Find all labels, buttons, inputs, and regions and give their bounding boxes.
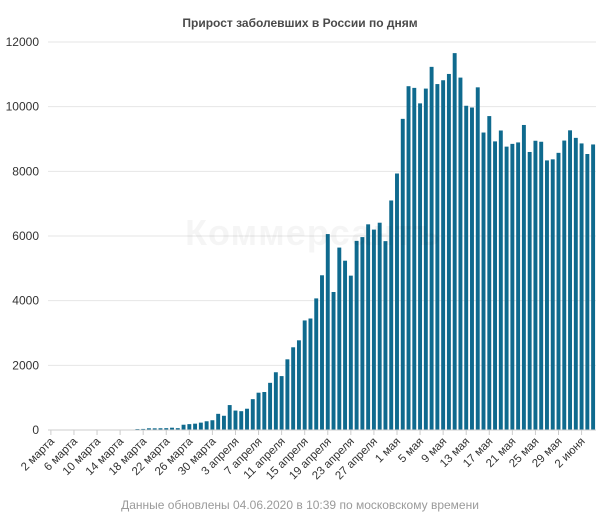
bar xyxy=(331,292,336,430)
bar xyxy=(418,103,423,431)
bar xyxy=(568,130,572,430)
footer-note: Данные обновлены 04.06.2020 в 10:39 по м… xyxy=(121,498,479,512)
bar xyxy=(498,130,503,430)
bar xyxy=(245,408,249,430)
bar xyxy=(268,382,273,430)
bar xyxy=(452,53,457,431)
bar xyxy=(573,137,578,430)
bar xyxy=(302,320,307,430)
bar xyxy=(446,73,451,430)
bar xyxy=(175,428,180,430)
bar xyxy=(516,142,521,430)
bar xyxy=(325,234,330,430)
bar xyxy=(210,420,215,430)
bar xyxy=(458,77,463,430)
bar xyxy=(337,247,342,430)
bar xyxy=(377,222,382,430)
bar xyxy=(585,154,590,430)
bar xyxy=(187,424,192,430)
bar xyxy=(198,422,203,430)
bar xyxy=(221,415,226,430)
bar xyxy=(579,143,584,430)
bar xyxy=(181,424,186,430)
bar xyxy=(204,421,209,430)
bar xyxy=(296,340,301,430)
watermark-logo: Коммерсантъ xyxy=(185,212,441,254)
bar xyxy=(464,105,469,430)
bar xyxy=(291,347,296,430)
chart-title: Прирост заболевших в России по дням xyxy=(182,16,418,30)
bar xyxy=(360,237,365,430)
bar xyxy=(354,240,359,430)
bar xyxy=(170,427,174,430)
bar xyxy=(146,428,151,430)
bar xyxy=(481,132,486,430)
y-tick-label: 6000 xyxy=(12,229,39,243)
bar xyxy=(193,423,198,430)
y-tick-label: 4000 xyxy=(12,294,39,308)
bar xyxy=(366,224,371,430)
bar xyxy=(383,241,388,430)
bar xyxy=(227,405,232,430)
bar xyxy=(273,372,278,430)
bar xyxy=(308,318,313,430)
bar xyxy=(164,428,169,430)
y-tick-label: 12000 xyxy=(6,35,40,49)
bar xyxy=(441,80,446,430)
bar xyxy=(279,376,284,430)
x-tick-label: 5 мая xyxy=(396,436,426,466)
bar xyxy=(504,146,509,430)
bar xyxy=(412,87,417,430)
bar xyxy=(314,298,319,430)
bar xyxy=(550,159,555,430)
bar xyxy=(591,144,596,430)
bar xyxy=(158,428,163,430)
bar xyxy=(320,275,324,430)
bar xyxy=(389,200,394,430)
bar xyxy=(216,413,221,430)
bar xyxy=(141,428,146,430)
bar xyxy=(493,141,498,430)
bar xyxy=(256,392,261,430)
bar xyxy=(343,260,348,430)
bar xyxy=(152,428,157,430)
bar xyxy=(470,107,474,430)
bar xyxy=(239,411,244,430)
bar xyxy=(262,392,267,430)
x-tick-label: 1 мая xyxy=(373,436,403,466)
bar xyxy=(233,410,238,430)
bar xyxy=(348,275,353,430)
bar xyxy=(429,66,434,431)
y-axis-ticks: 0 2000 4000 6000 8000 10000 12000 xyxy=(6,35,40,437)
bar xyxy=(250,399,255,430)
y-tick-label: 10000 xyxy=(6,100,40,114)
bar xyxy=(423,88,428,430)
bar xyxy=(400,118,405,431)
bar xyxy=(510,143,515,430)
bar xyxy=(406,86,411,430)
bar xyxy=(556,152,561,430)
bar xyxy=(435,84,440,430)
bar xyxy=(539,141,544,430)
bar xyxy=(527,151,532,430)
y-tick-label: 2000 xyxy=(12,358,39,372)
bar xyxy=(487,116,492,430)
bar xyxy=(285,359,290,430)
y-tick-label: 0 xyxy=(32,423,39,437)
bar xyxy=(475,87,480,430)
bar xyxy=(371,229,376,430)
bar xyxy=(521,124,526,430)
bar xyxy=(395,173,399,430)
bars xyxy=(48,53,596,431)
bar xyxy=(545,160,549,430)
y-tick-label: 8000 xyxy=(12,164,39,178)
bar xyxy=(562,140,567,431)
bar xyxy=(533,140,538,430)
